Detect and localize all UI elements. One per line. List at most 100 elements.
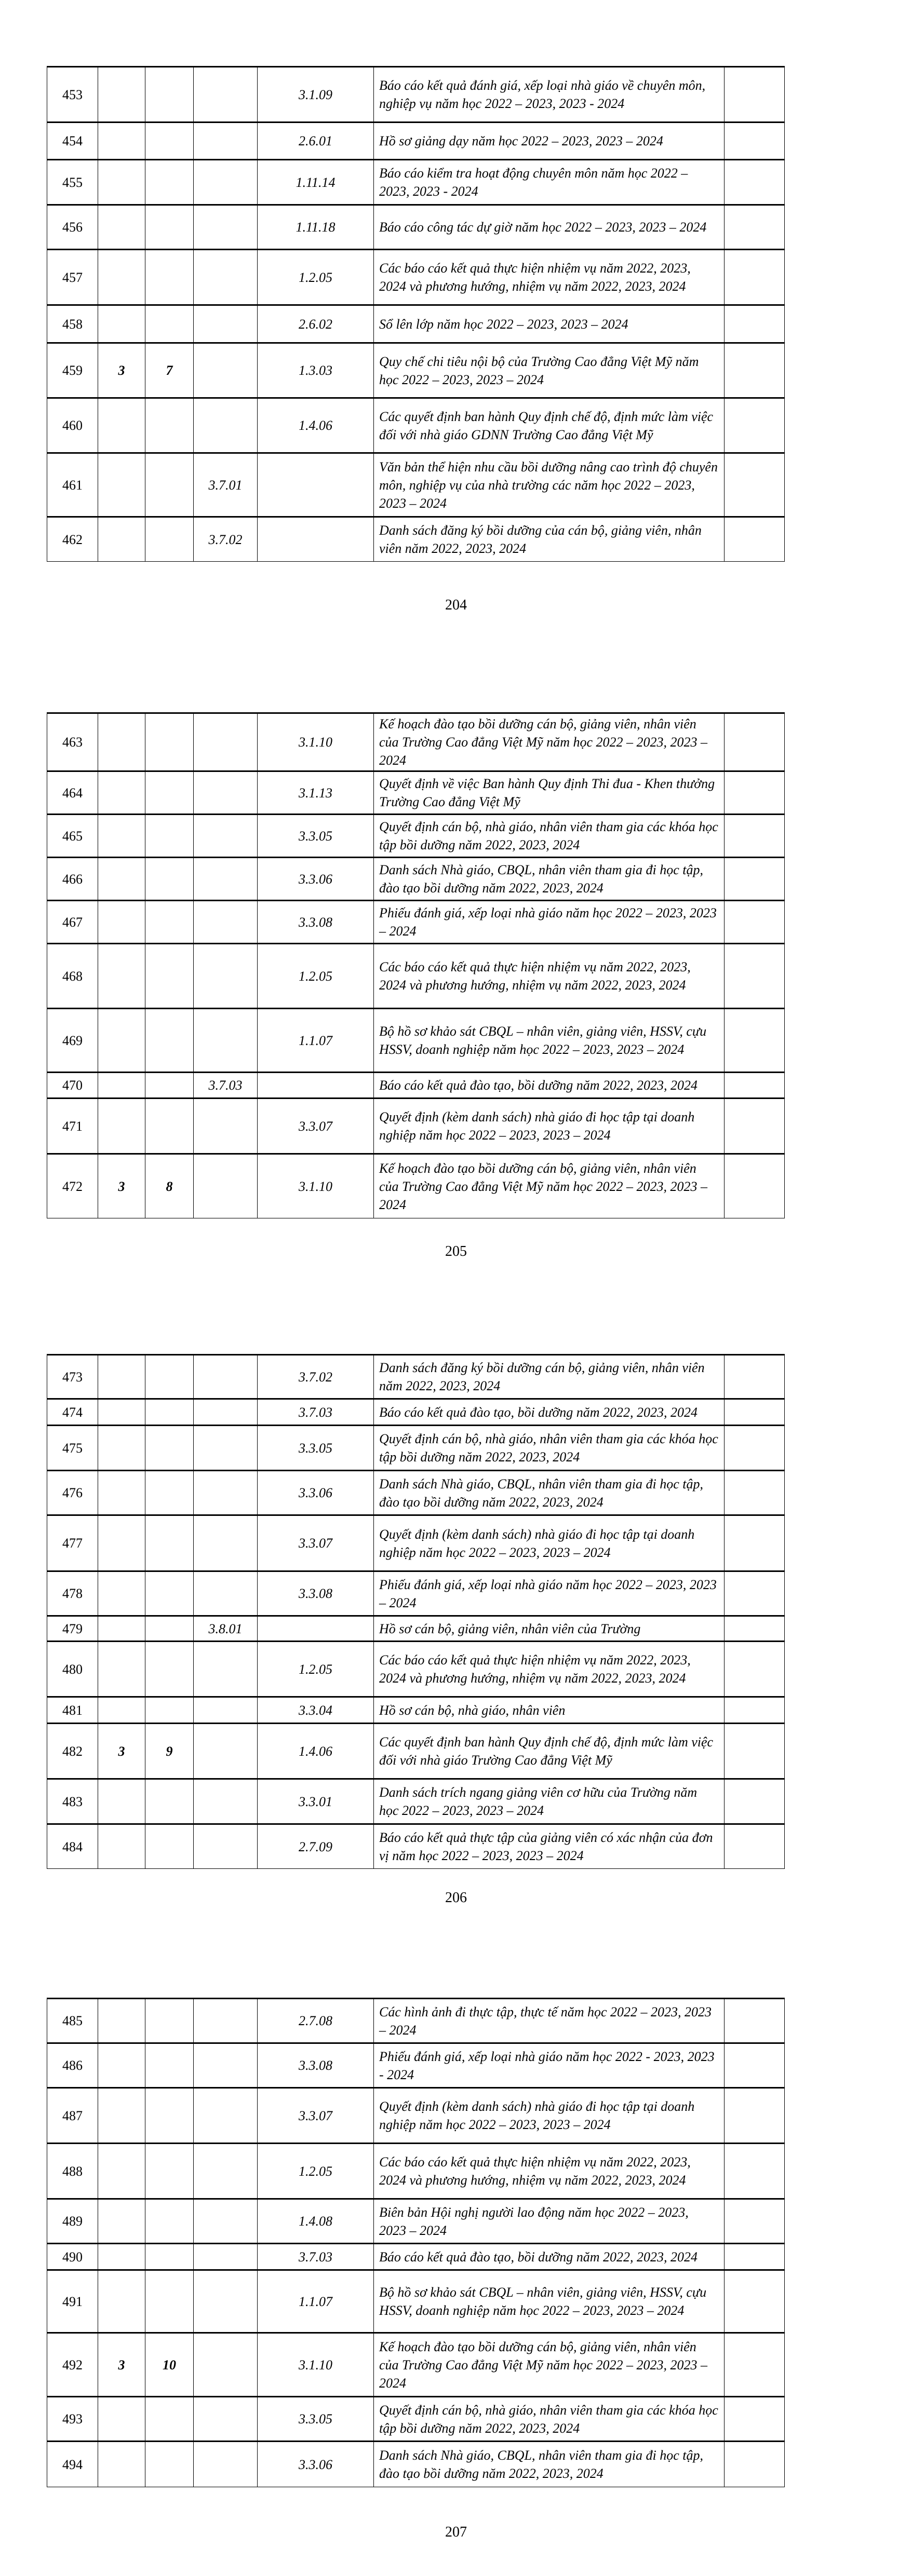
sub-evidence-code-cell <box>193 205 258 250</box>
evidence-description-cell: Các báo cáo kết quả thực hiện nhiệm vụ n… <box>373 1641 725 1697</box>
criterion-number-cell: 10 <box>145 2333 194 2397</box>
evidence-description-cell: Danh sách đăng ký bồi dưỡng của cán bộ, … <box>373 517 725 562</box>
table-row: 489 1.4.08 Biên bản Hội nghị người lao độn… <box>47 2199 785 2244</box>
sub-evidence-code-cell <box>193 1354 258 1399</box>
table-row: 460 1.4.06 Các quyết định ban hành Quy địn… <box>47 398 785 453</box>
evidence-description-cell: Phiếu đánh giá, xếp loại nhà giáo năm họ… <box>373 900 725 944</box>
table-row: 490 3.7.03 Báo cáo kết quả đào tạo, bồi dư… <box>47 2243 785 2270</box>
row-number-cell: 456 <box>47 205 98 250</box>
evidence-code-cell: 3.3.06 <box>257 857 374 901</box>
notes-cell <box>724 2087 785 2144</box>
sub-evidence-code-cell <box>193 1571 258 1616</box>
standard-number-cell: 3 <box>98 343 145 398</box>
standard-number-cell: 3 <box>98 2333 145 2397</box>
row-number-cell: 464 <box>47 771 98 815</box>
notes-cell <box>724 453 785 517</box>
evidence-code-cell: 3.3.08 <box>257 2043 374 2088</box>
table-row: 462 3.7.02 Danh sách đăng ký bồi dưỡng của… <box>47 517 785 562</box>
criterion-number-cell: 8 <box>145 1154 194 1218</box>
evidence-description-cell: Quyết định cán bộ, nhà giáo, nhân viên t… <box>373 2396 725 2442</box>
evidence-description-cell: Báo cáo kết quả đào tạo, bồi dưỡng năm 2… <box>373 1072 725 1099</box>
evidence-description-cell: Các báo cáo kết quả thực hiện nhiệm vụ n… <box>373 943 725 1009</box>
criterion-number-cell <box>145 1425 194 1471</box>
standard-number-cell <box>98 900 145 944</box>
evidence-code-cell <box>257 453 374 517</box>
evidence-description-cell: Các quyết định ban hành Quy định chế độ,… <box>373 398 725 453</box>
standard-number-cell <box>98 2087 145 2144</box>
notes-cell <box>724 1641 785 1697</box>
standard-number-cell <box>98 1515 145 1571</box>
evidence-code-cell: 3.7.03 <box>257 2243 374 2270</box>
evidence-description-cell: Danh sách Nhà giáo, CBQL, nhân viên tham… <box>373 2441 725 2487</box>
sub-evidence-code-cell <box>193 1641 258 1697</box>
row-number-cell: 453 <box>47 66 98 123</box>
evidence-description-cell: Các quyết định ban hành Quy định chế độ,… <box>373 1723 725 1779</box>
notes-cell <box>724 1998 785 2043</box>
sub-evidence-code-cell <box>193 1470 258 1515</box>
evidence-description-cell: Hồ sơ giảng dạy năm học 2022 – 2023, 202… <box>373 122 725 160</box>
criterion-number-cell <box>145 1779 194 1824</box>
sub-evidence-code-cell <box>193 2441 258 2487</box>
table-row: 465 3.3.05 Quyết định cán bộ, nhà giáo, nh… <box>47 814 785 858</box>
notes-cell <box>724 1779 785 1824</box>
sub-evidence-code-cell <box>193 713 258 771</box>
notes-cell <box>724 814 785 858</box>
row-number-cell: 484 <box>47 1824 98 1869</box>
sub-evidence-code-cell <box>193 1697 258 1724</box>
table-row: 467 3.3.08 Phiếu đánh giá, xếp loại nhà gi… <box>47 900 785 944</box>
table-row: 458 2.6.02 Sổ lên lớp năm học 2022 – 2023,… <box>47 305 785 343</box>
row-number-cell: 460 <box>47 398 98 453</box>
row-number-cell: 481 <box>47 1697 98 1724</box>
evidence-description-cell: Danh sách Nhà giáo, CBQL, nhân viên tham… <box>373 857 725 901</box>
notes-cell <box>724 1098 785 1154</box>
row-number-cell: 465 <box>47 814 98 858</box>
standard-number-cell <box>98 1098 145 1154</box>
table-row: 474 3.7.03 Báo cáo kết quả đào tạo, bồi dư… <box>47 1399 785 1426</box>
table-row: 468 1.2.05 Các báo cáo kết quả thực hiện n… <box>47 943 785 1009</box>
standard-number-cell <box>98 1470 145 1515</box>
table-row: 492 3 10 3.1.10 Kế hoạch đào tạo bồi dưỡng c… <box>47 2333 785 2397</box>
evidence-description-cell: Quy chế chi tiêu nội bộ của Trường Cao đ… <box>373 343 725 398</box>
criterion-number-cell <box>145 1824 194 1869</box>
evidence-code-cell: 3.3.05 <box>257 1425 374 1471</box>
criterion-number-cell <box>145 517 194 562</box>
criterion-number-cell <box>145 2396 194 2442</box>
sub-evidence-code-cell <box>193 305 258 343</box>
notes-cell <box>724 249 785 305</box>
standard-number-cell <box>98 1779 145 1824</box>
sub-evidence-code-cell <box>193 900 258 944</box>
notes-cell <box>724 2270 785 2333</box>
evidence-description-cell: Phiếu đánh giá, xếp loại nhà giáo năm họ… <box>373 2043 725 2088</box>
standard-number-cell <box>98 305 145 343</box>
evidence-description-cell: Báo cáo công tác dự giờ năm học 2022 – 2… <box>373 205 725 250</box>
criterion-number-cell <box>145 66 194 123</box>
standard-number-cell <box>98 1697 145 1724</box>
table-row: 484 2.7.09 Báo cáo kết quả thực tập của gi… <box>47 1824 785 1869</box>
notes-cell <box>724 1571 785 1616</box>
notes-cell <box>724 1072 785 1099</box>
notes-cell <box>724 2441 785 2487</box>
evidence-code-cell: 2.6.02 <box>257 305 374 343</box>
table-row: 473 3.7.02 Danh sách đăng ký bồi dưỡng cán… <box>47 1354 785 1399</box>
row-number-cell: 468 <box>47 943 98 1009</box>
criterion-number-cell <box>145 398 194 453</box>
standard-number-cell <box>98 713 145 771</box>
page-number: 204 <box>445 597 467 613</box>
criterion-number-cell <box>145 2270 194 2333</box>
table-row: 459 3 7 1.3.03 Quy chế chi tiêu nội bộ của T… <box>47 343 785 398</box>
evidence-description-cell: Kế hoạch đào tạo bồi dưỡng cán bộ, giảng… <box>373 2333 725 2397</box>
sub-evidence-code-cell <box>193 343 258 398</box>
evidence-table: 453 3.1.09 Báo cáo kết quả đánh giá, xếp l… <box>47 66 785 562</box>
row-number-cell: 486 <box>47 2043 98 2088</box>
standard-number-cell: 3 <box>98 1154 145 1218</box>
row-number-cell: 471 <box>47 1098 98 1154</box>
notes-cell <box>724 2243 785 2270</box>
notes-cell <box>724 713 785 771</box>
evidence-code-cell: 1.4.08 <box>257 2199 374 2244</box>
evidence-description-cell: Danh sách đăng ký bồi dưỡng cán bộ, giản… <box>373 1354 725 1399</box>
sub-evidence-code-cell <box>193 943 258 1009</box>
evidence-description-cell: Các báo cáo kết quả thực hiện nhiệm vụ n… <box>373 249 725 305</box>
sub-evidence-code-cell <box>193 814 258 858</box>
sub-evidence-code-cell <box>193 1425 258 1471</box>
evidence-description-cell: Hồ sơ cán bộ, nhà giáo, nhân viên <box>373 1697 725 1724</box>
